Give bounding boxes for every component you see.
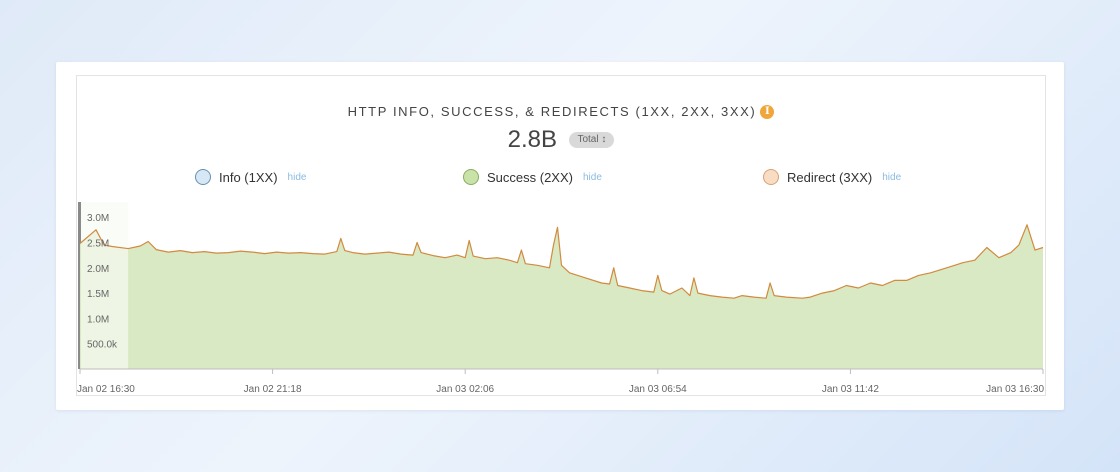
selection-handle[interactable] — [78, 202, 81, 369]
y-tick-label: 2.0M — [87, 264, 109, 275]
y-tick-label: 1.5M — [87, 289, 109, 300]
x-tick-label: Jan 02 21:18 — [244, 384, 302, 395]
x-tick-label: Jan 03 06:54 — [629, 384, 687, 395]
legend-swatch-info — [195, 169, 211, 185]
x-tick-label: Jan 02 16:30 — [77, 384, 135, 395]
legend-swatch-redirect — [763, 169, 779, 185]
total-row: 2.8B Total ↕ — [77, 126, 1045, 154]
legend-hide-info-link[interactable]: hide — [287, 171, 307, 183]
x-tick-label: Jan 03 16:30 — [986, 384, 1044, 395]
info-icon[interactable]: i — [760, 105, 775, 119]
series-success-area — [80, 224, 1043, 369]
y-tick-label: 1.0M — [87, 314, 109, 325]
series-redirect-line — [79, 224, 1044, 299]
legend-swatch-success — [463, 169, 479, 185]
total-dropdown[interactable]: Total ↕ — [569, 132, 615, 148]
legend-item-redirect: Redirect (3XX) hide — [763, 169, 901, 185]
legend-hide-redirect-link[interactable]: hide — [882, 171, 902, 183]
legend-label-info: Info (1XX) — [219, 169, 278, 185]
chart-title: HTTP INFO, SUCCESS, & REDIRECTS (1XX, 2X… — [77, 104, 1045, 119]
chart-title-text: HTTP INFO, SUCCESS, & REDIRECTS (1XX, 2X… — [347, 104, 757, 119]
legend-item-success: Success (2XX) hide — [463, 169, 602, 185]
legend-hide-success-link[interactable]: hide — [582, 171, 602, 183]
legend-label-redirect: Redirect (3XX) — [787, 169, 873, 185]
y-tick-label: 2.5M — [87, 238, 109, 249]
y-axis: 3.0M 2.5M 2.0M 1.5M 1.0M 500.0k — [87, 213, 118, 351]
legend-label-success: Success (2XX) — [487, 169, 573, 185]
total-value: 2.8B — [507, 126, 557, 153]
plot-area — [79, 202, 1044, 369]
x-axis: Jan 02 16:30 Jan 02 21:18 Jan 03 02:06 Jan … — [77, 368, 1044, 395]
x-tick-label: Jan 03 02:06 — [436, 384, 494, 395]
y-tick-label: 3.0M — [87, 213, 109, 224]
selection-overlay — [81, 202, 129, 369]
y-tick-label: 500.0k — [87, 340, 118, 351]
x-tick-label: Jan 03 11:42 — [822, 384, 880, 395]
legend-item-info: Info (1XX) hide — [195, 169, 306, 185]
